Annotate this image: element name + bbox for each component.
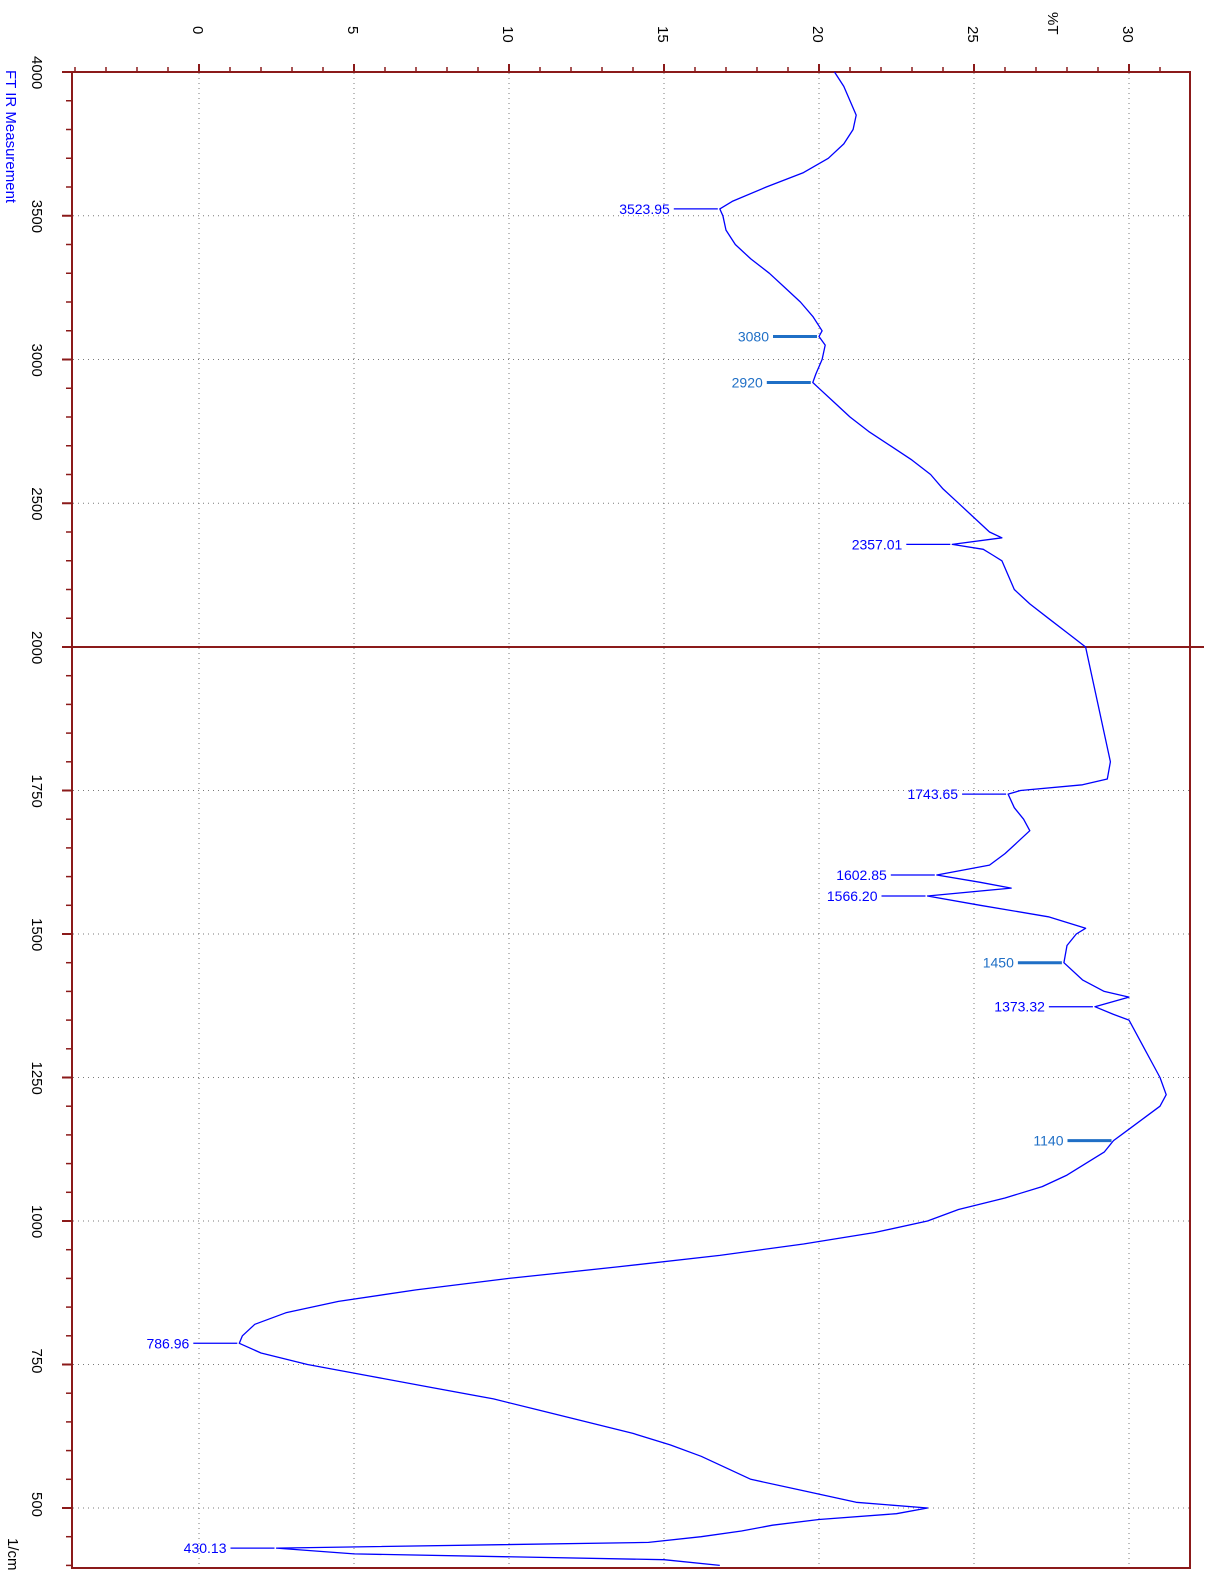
peak-label: 3523.95: [619, 201, 718, 217]
peak-value-label: 1450: [983, 955, 1014, 971]
x-tick-label: 2000: [28, 631, 45, 664]
x-tick-label: 3000: [28, 344, 45, 377]
peak-label: 2357.01: [852, 536, 951, 552]
y-tick-label: 5: [344, 26, 361, 34]
x-tick-label: 1750: [28, 775, 45, 808]
x-axis-unit-label: 1/cm: [4, 1538, 21, 1571]
peak-value-label: 430.13: [184, 1540, 227, 1556]
chart-title: FT IR Measurement: [2, 70, 19, 204]
peak-value-label: 2920: [732, 375, 763, 391]
peak-value-label: 1743.65: [907, 786, 958, 802]
peak-label: 3080: [738, 329, 817, 345]
y-tick-label: 10: [499, 26, 516, 43]
y-axis-label: %T: [1044, 12, 1061, 35]
x-tick-label: 1500: [28, 918, 45, 951]
spectrum-line: [238, 71, 1167, 1567]
peak-label: 1743.65: [907, 786, 1007, 802]
plot-frame: [71, 71, 1191, 1569]
series-layer: [238, 71, 1167, 1567]
x-tick-label: 750: [28, 1349, 45, 1374]
peak-value-label: 2357.01: [852, 536, 903, 552]
y-tick-label: 15: [654, 26, 671, 43]
peak-label: 1602.85: [836, 867, 935, 883]
peak-label: 2920: [732, 375, 811, 391]
x-tick-label: 3500: [28, 200, 45, 233]
peak-label: 786.96: [146, 1335, 238, 1351]
peak-value-label: 786.96: [146, 1335, 189, 1351]
peak-label: 1450: [983, 955, 1062, 971]
y-tick-label: 25: [964, 26, 981, 43]
peak-label: 1566.20: [827, 888, 926, 904]
axes: 0 5 10 15 20 25 30 4000 3500 3000 2500 2000 1750 1500…: [28, 26, 1204, 1569]
y-tick-label: 0: [189, 26, 206, 34]
x-tick-label: 1250: [28, 1062, 45, 1095]
peak-value-label: 1140: [1033, 1133, 1063, 1149]
x-tick-label: 2500: [28, 487, 45, 520]
peak-value-label: 1566.20: [827, 888, 878, 904]
peak-labels: 3523.95 3080 2920 2357.01 1743.65 1602.85 1566…: [146, 201, 1112, 1556]
peak-label: 1373.32: [994, 999, 1093, 1015]
grid-lines: [73, 73, 1190, 1568]
x-tick-label: 500: [28, 1492, 45, 1517]
peak-value-label: 3080: [738, 329, 769, 345]
peak-value-label: 1602.85: [836, 867, 887, 883]
peak-label: 430.13: [184, 1540, 275, 1556]
peak-value-label: 1373.32: [994, 999, 1045, 1015]
y-tick-label: 30: [1119, 26, 1136, 43]
y-tick-label: 20: [809, 26, 826, 43]
x-tick-label: 4000: [28, 56, 45, 89]
peak-label: 1140: [1033, 1133, 1112, 1149]
x-tick-label: 1000: [28, 1205, 45, 1238]
peak-value-label: 3523.95: [619, 201, 670, 217]
